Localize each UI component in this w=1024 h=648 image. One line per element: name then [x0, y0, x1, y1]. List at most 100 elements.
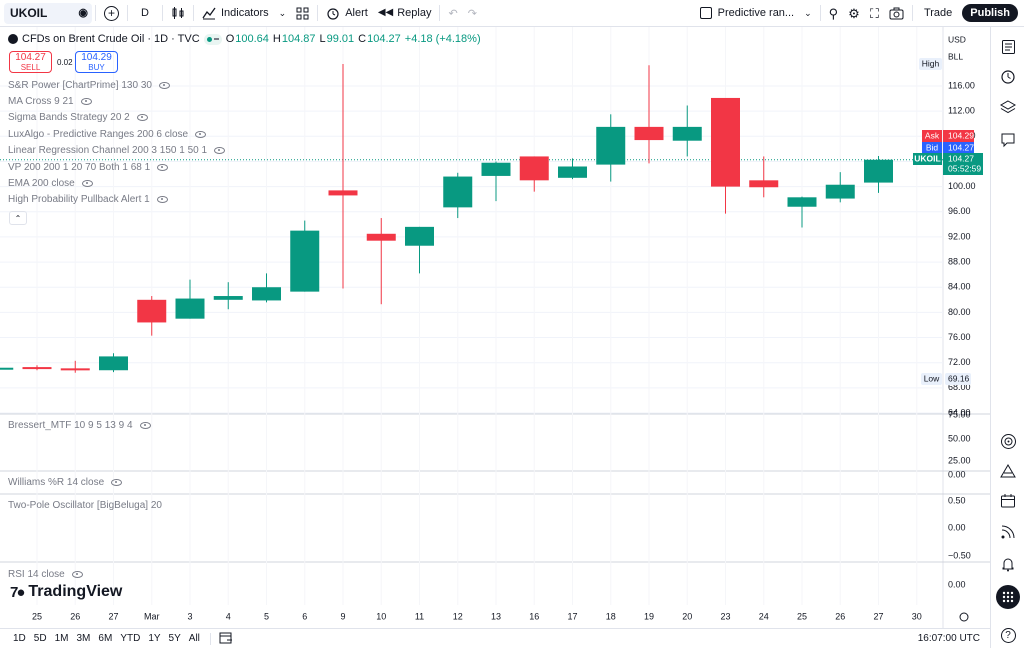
candle-body[interactable]	[60, 368, 90, 371]
apps-button[interactable]	[996, 585, 1020, 609]
time-tick-label: 20	[682, 611, 692, 621]
eye-icon[interactable]	[195, 131, 207, 138]
candle-body[interactable]	[443, 176, 473, 208]
candle-body[interactable]	[749, 180, 779, 188]
candle-body[interactable]	[137, 299, 167, 323]
candle-body[interactable]	[0, 367, 14, 370]
range-5d[interactable]: 5D	[33, 633, 47, 644]
candle-body[interactable]	[252, 287, 281, 301]
buy-button[interactable]: 104.29 BUY	[75, 51, 118, 73]
publish-button[interactable]: Publish	[962, 4, 1018, 22]
range-all[interactable]: All	[188, 633, 200, 644]
range-ytd[interactable]: YTD	[120, 633, 141, 644]
alert-button[interactable]: Alert	[321, 3, 373, 24]
candle-body[interactable]	[558, 166, 587, 178]
alerts-panel-button[interactable]	[998, 66, 1018, 86]
eye-icon[interactable]	[111, 479, 123, 486]
range-3m[interactable]: 3M	[76, 633, 91, 644]
price-chart[interactable]: 116.00112.00108.00104.00100.0096.0092.00…	[0, 27, 990, 628]
candle-body[interactable]	[787, 197, 817, 207]
candle-body[interactable]	[864, 159, 893, 183]
candle-body[interactable]	[596, 126, 626, 165]
pane-legend-rsi[interactable]: RSI 14 close	[8, 569, 83, 580]
streams-button[interactable]	[998, 522, 1018, 542]
candle-body[interactable]	[328, 190, 358, 196]
candle-body[interactable]	[634, 126, 664, 141]
tradingview-logo[interactable]: 7● TradingView	[10, 583, 122, 601]
clock-label[interactable]: 16:07:00 UTC	[917, 633, 980, 644]
symbol-search[interactable]: UKOIL ◉	[4, 2, 92, 24]
chart-type-button[interactable]	[166, 3, 190, 24]
indicator-legend-luxalgo[interactable]: LuxAlgo - Predictive Ranges 200 6 close	[8, 129, 207, 140]
eye-icon[interactable]	[80, 98, 92, 105]
candle-body[interactable]	[22, 367, 52, 370]
chats-button[interactable]	[998, 130, 1018, 150]
low-label: Low	[924, 373, 940, 383]
range-5y[interactable]: 5Y	[168, 633, 181, 644]
candle-body[interactable]	[825, 184, 855, 199]
indicator-label: VP 200 200 1 20 70 Both 1 68 1	[8, 162, 151, 173]
notifications-button[interactable]	[998, 554, 1018, 574]
indicator-legend-ma-cross[interactable]: MA Cross 9 21	[8, 96, 92, 107]
range-6m[interactable]: 6M	[98, 633, 113, 644]
undo-button[interactable]: ↶	[443, 3, 462, 24]
candle-body[interactable]	[711, 97, 740, 187]
range-1m[interactable]: 1M	[54, 633, 69, 644]
candle-body[interactable]	[366, 233, 396, 241]
bressert-tick-label: 75.00	[948, 409, 971, 419]
candle-body[interactable]	[99, 356, 128, 371]
indicator-legend-linreg[interactable]: Linear Regression Channel 200 3 150 1 50…	[8, 145, 226, 156]
candle-body[interactable]	[519, 156, 549, 181]
eye-icon[interactable]	[81, 180, 93, 187]
indicator-legend-sr-power[interactable]: S&R Power [ChartPrime] 130 30	[8, 80, 170, 91]
trade-button[interactable]: Trade	[916, 3, 960, 24]
help-button[interactable]: ?	[998, 625, 1018, 645]
eye-icon[interactable]	[71, 571, 83, 578]
candle-body[interactable]	[175, 298, 205, 319]
target-button[interactable]	[998, 431, 1018, 451]
pane-legend-twopole[interactable]: Two-Pole Oscillator [BigBeluga] 20	[8, 500, 162, 511]
broadcast-icon	[1001, 525, 1015, 539]
fullscreen-button[interactable]: ⛶	[865, 3, 884, 24]
eye-icon[interactable]	[136, 114, 148, 121]
candle-body[interactable]	[405, 226, 434, 246]
range-1y[interactable]: 1Y	[148, 633, 161, 644]
settings-button[interactable]: ⚙	[843, 3, 865, 24]
ideas-button[interactable]	[998, 461, 1018, 481]
candle-body[interactable]	[290, 230, 320, 292]
chart-area[interactable]: 116.00112.00108.00104.00100.0096.0092.00…	[0, 27, 990, 628]
templates-button[interactable]	[291, 3, 314, 24]
compare-button[interactable]: +	[99, 3, 124, 24]
indicators-button[interactable]: Indicators ⌄	[197, 3, 291, 24]
redo-button[interactable]: ↷	[463, 3, 482, 24]
pane-legend-bressert[interactable]: Bressert_MTF 10 9 5 13 9 4	[8, 420, 151, 431]
watchlist-button[interactable]	[998, 37, 1018, 57]
strategy-select[interactable]: Predictive ran... ⌄	[695, 3, 817, 24]
eye-icon[interactable]	[139, 422, 151, 429]
sell-button[interactable]: 104.27 SELL	[9, 51, 52, 73]
indicator-legend-pullback[interactable]: High Probability Pullback Alert 1	[8, 194, 168, 205]
goto-date-button[interactable]	[219, 631, 233, 647]
candle-body[interactable]	[481, 162, 511, 176]
eye-icon[interactable]	[158, 82, 170, 89]
calendar-button[interactable]	[998, 491, 1018, 511]
indicator-legend-vp[interactable]: VP 200 200 1 20 70 Both 1 68 1	[8, 162, 169, 173]
eye-icon[interactable]	[214, 147, 226, 154]
time-tick-label: 26	[835, 611, 845, 621]
alert-label: Alert	[345, 7, 368, 19]
candle-body[interactable]	[213, 296, 243, 300]
eye-icon[interactable]	[157, 164, 169, 171]
collapse-legend-button[interactable]: ⌃	[9, 211, 27, 225]
candle-body[interactable]	[672, 126, 702, 141]
interval-button[interactable]: D	[131, 3, 159, 24]
eye-icon[interactable]	[156, 196, 168, 203]
replay-button[interactable]: ◀◀ Replay	[373, 3, 437, 24]
time-axis-settings-icon[interactable]	[959, 612, 969, 622]
pane-legend-williams[interactable]: Williams %R 14 close	[8, 477, 123, 488]
snapshot-button[interactable]	[884, 3, 909, 24]
indicator-legend-ema[interactable]: EMA 200 close	[8, 178, 93, 189]
object-tree-button[interactable]	[998, 97, 1018, 117]
range-1d[interactable]: 1D	[13, 633, 26, 644]
quick-search-button[interactable]: ⚲	[824, 3, 844, 24]
indicator-legend-sigma-bands[interactable]: Sigma Bands Strategy 20 2	[8, 112, 148, 123]
